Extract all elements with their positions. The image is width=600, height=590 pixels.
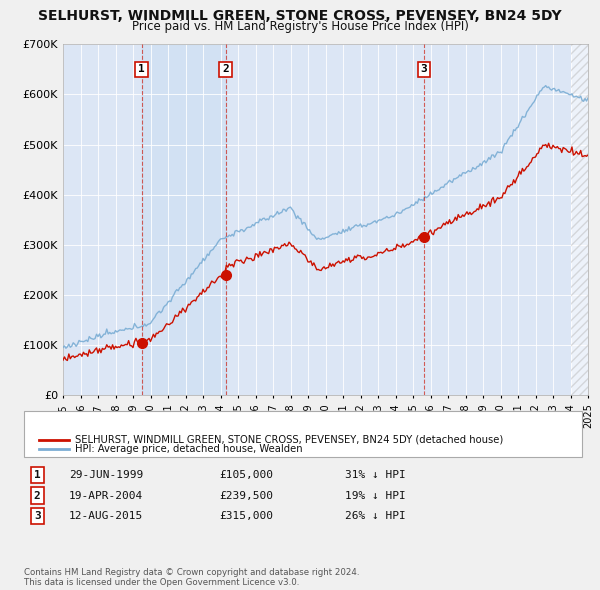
Text: 2: 2 (34, 491, 41, 500)
Text: 1: 1 (34, 470, 41, 480)
Text: Price paid vs. HM Land Registry's House Price Index (HPI): Price paid vs. HM Land Registry's House … (131, 20, 469, 33)
Text: 12-AUG-2015: 12-AUG-2015 (69, 512, 143, 521)
Text: SELHURST, WINDMILL GREEN, STONE CROSS, PEVENSEY, BN24 5DY: SELHURST, WINDMILL GREEN, STONE CROSS, P… (38, 9, 562, 23)
Text: 19-APR-2004: 19-APR-2004 (69, 491, 143, 500)
Text: 29-JUN-1999: 29-JUN-1999 (69, 470, 143, 480)
Text: £105,000: £105,000 (219, 470, 273, 480)
Text: 3: 3 (421, 64, 427, 74)
Text: £315,000: £315,000 (219, 512, 273, 521)
Polygon shape (571, 44, 597, 395)
Text: 31% ↓ HPI: 31% ↓ HPI (345, 470, 406, 480)
Text: £239,500: £239,500 (219, 491, 273, 500)
Text: 2: 2 (222, 64, 229, 74)
Text: HPI: Average price, detached house, Wealden: HPI: Average price, detached house, Weal… (75, 444, 302, 454)
Text: 19% ↓ HPI: 19% ↓ HPI (345, 491, 406, 500)
Text: Contains HM Land Registry data © Crown copyright and database right 2024.
This d: Contains HM Land Registry data © Crown c… (24, 568, 359, 587)
Bar (142, 44, 226, 395)
Text: 3: 3 (34, 512, 41, 521)
Text: 1: 1 (138, 64, 145, 74)
Text: 26% ↓ HPI: 26% ↓ HPI (345, 512, 406, 521)
Text: SELHURST, WINDMILL GREEN, STONE CROSS, PEVENSEY, BN24 5DY (detached house): SELHURST, WINDMILL GREEN, STONE CROSS, P… (75, 435, 503, 444)
